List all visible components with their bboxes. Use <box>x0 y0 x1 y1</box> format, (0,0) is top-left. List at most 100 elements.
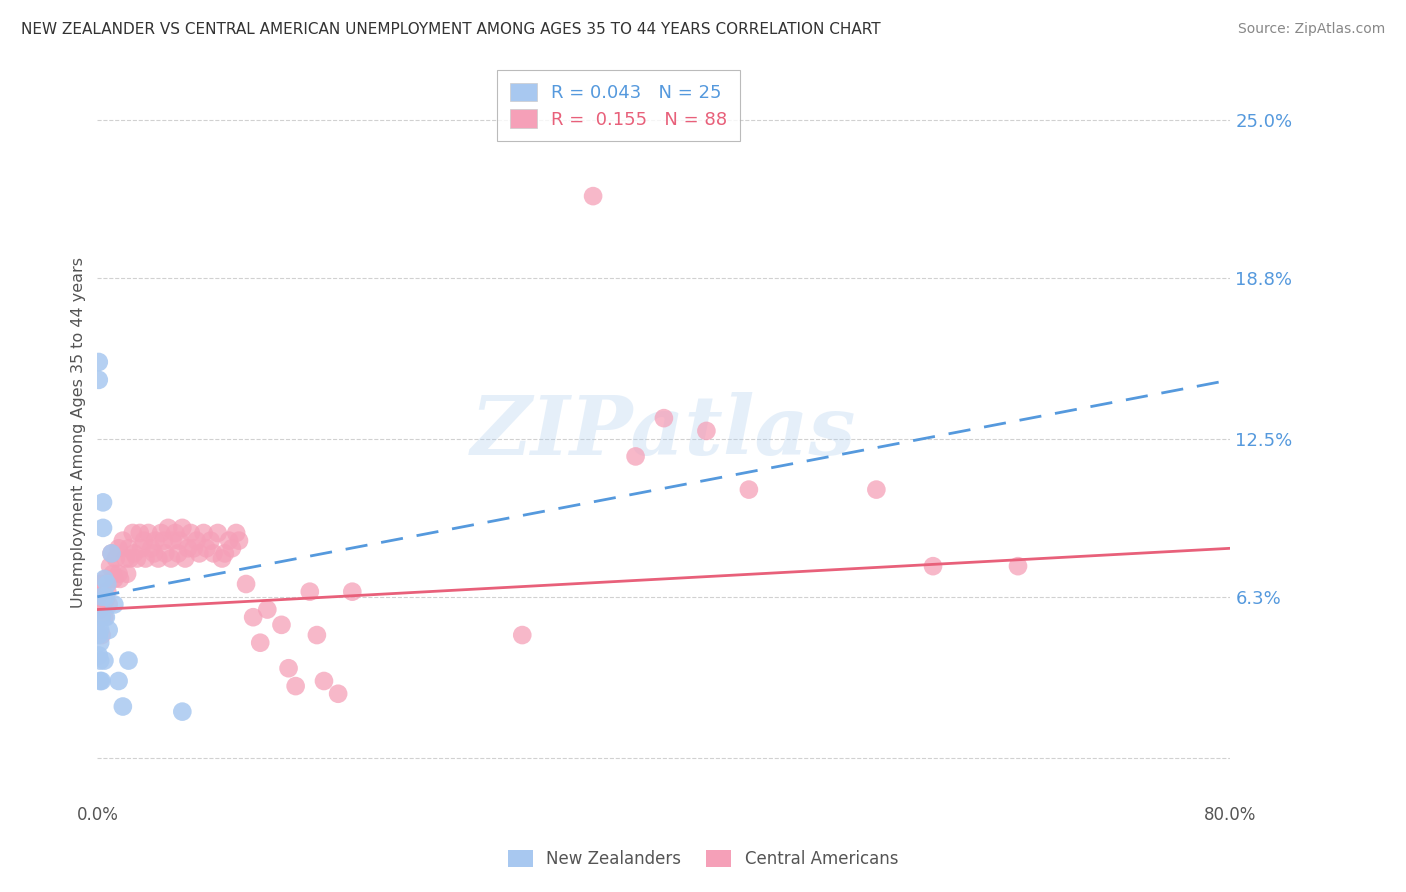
Point <box>141 541 163 556</box>
Point <box>134 551 156 566</box>
Y-axis label: Unemployment Among Ages 35 to 44 years: Unemployment Among Ages 35 to 44 years <box>72 257 86 607</box>
Point <box>115 566 138 581</box>
Point <box>249 636 271 650</box>
Point <box>89 673 111 688</box>
Point <box>107 541 129 556</box>
Point <box>89 577 111 591</box>
Point <box>218 533 240 548</box>
Point <box>117 541 139 556</box>
Point <box>188 546 211 560</box>
Point <box>865 483 887 497</box>
Point <box>94 572 117 586</box>
Point <box>125 551 148 566</box>
Point <box>103 572 125 586</box>
Point <box>90 610 112 624</box>
Point <box>93 610 115 624</box>
Point <box>312 673 335 688</box>
Point <box>143 546 166 560</box>
Point <box>160 551 183 566</box>
Point <box>200 533 222 548</box>
Point <box>342 584 364 599</box>
Point <box>91 495 114 509</box>
Text: 0.0%: 0.0% <box>76 806 118 824</box>
Point <box>157 521 180 535</box>
Point <box>1007 559 1029 574</box>
Point <box>277 661 299 675</box>
Point <box>89 602 111 616</box>
Point <box>101 566 124 581</box>
Point <box>738 483 761 497</box>
Point <box>117 654 139 668</box>
Point <box>172 521 194 535</box>
Point <box>121 526 143 541</box>
Point <box>183 541 205 556</box>
Point <box>228 533 250 548</box>
Point <box>235 577 257 591</box>
Point <box>87 373 110 387</box>
Point <box>180 526 202 541</box>
Point <box>148 551 170 566</box>
Point <box>256 602 278 616</box>
Point <box>652 411 675 425</box>
Point <box>510 628 533 642</box>
Point <box>150 526 173 541</box>
Point <box>94 590 117 604</box>
Point <box>165 526 187 541</box>
Point <box>90 673 112 688</box>
Point <box>225 526 247 541</box>
Point <box>87 355 110 369</box>
Point <box>922 559 945 574</box>
Point <box>128 526 150 541</box>
Text: ZIPatlas: ZIPatlas <box>471 392 856 472</box>
Text: NEW ZEALANDER VS CENTRAL AMERICAN UNEMPLOYMENT AMONG AGES 35 TO 44 YEARS CORRELA: NEW ZEALANDER VS CENTRAL AMERICAN UNEMPL… <box>21 22 880 37</box>
Point <box>96 584 118 599</box>
Point <box>93 654 115 668</box>
Point <box>326 687 349 701</box>
Text: 80.0%: 80.0% <box>1205 806 1257 824</box>
Text: Source: ZipAtlas.com: Source: ZipAtlas.com <box>1237 22 1385 37</box>
Point <box>93 590 115 604</box>
Point <box>87 590 110 604</box>
Point <box>132 533 155 548</box>
Point <box>162 533 184 548</box>
Point <box>270 618 292 632</box>
Point <box>107 566 129 581</box>
Point <box>87 628 110 642</box>
Point <box>90 628 112 642</box>
Point <box>89 623 111 637</box>
Point <box>214 546 236 560</box>
Point <box>195 541 218 556</box>
Point <box>111 533 134 548</box>
Point <box>122 546 145 560</box>
Point <box>87 610 110 624</box>
Point <box>145 533 167 548</box>
Point <box>97 598 120 612</box>
Point <box>695 424 717 438</box>
Point <box>111 699 134 714</box>
Point <box>582 189 605 203</box>
Point <box>177 541 200 556</box>
Point <box>91 598 114 612</box>
Point <box>89 654 111 668</box>
Point <box>107 673 129 688</box>
Point <box>98 559 121 574</box>
Point <box>93 572 115 586</box>
Point <box>100 546 122 560</box>
Point <box>87 648 110 663</box>
Point <box>108 572 131 586</box>
Point <box>167 546 190 560</box>
Point <box>114 551 136 566</box>
Point <box>172 705 194 719</box>
Point <box>298 584 321 599</box>
Legend: R = 0.043   N = 25, R =  0.155   N = 88: R = 0.043 N = 25, R = 0.155 N = 88 <box>498 70 740 142</box>
Point <box>104 551 127 566</box>
Point <box>129 541 152 556</box>
Point <box>94 610 117 624</box>
Point <box>221 541 243 556</box>
Point <box>174 551 197 566</box>
Point <box>91 521 114 535</box>
Point <box>305 628 328 642</box>
Point <box>211 551 233 566</box>
Point <box>624 450 647 464</box>
Point <box>207 526 229 541</box>
